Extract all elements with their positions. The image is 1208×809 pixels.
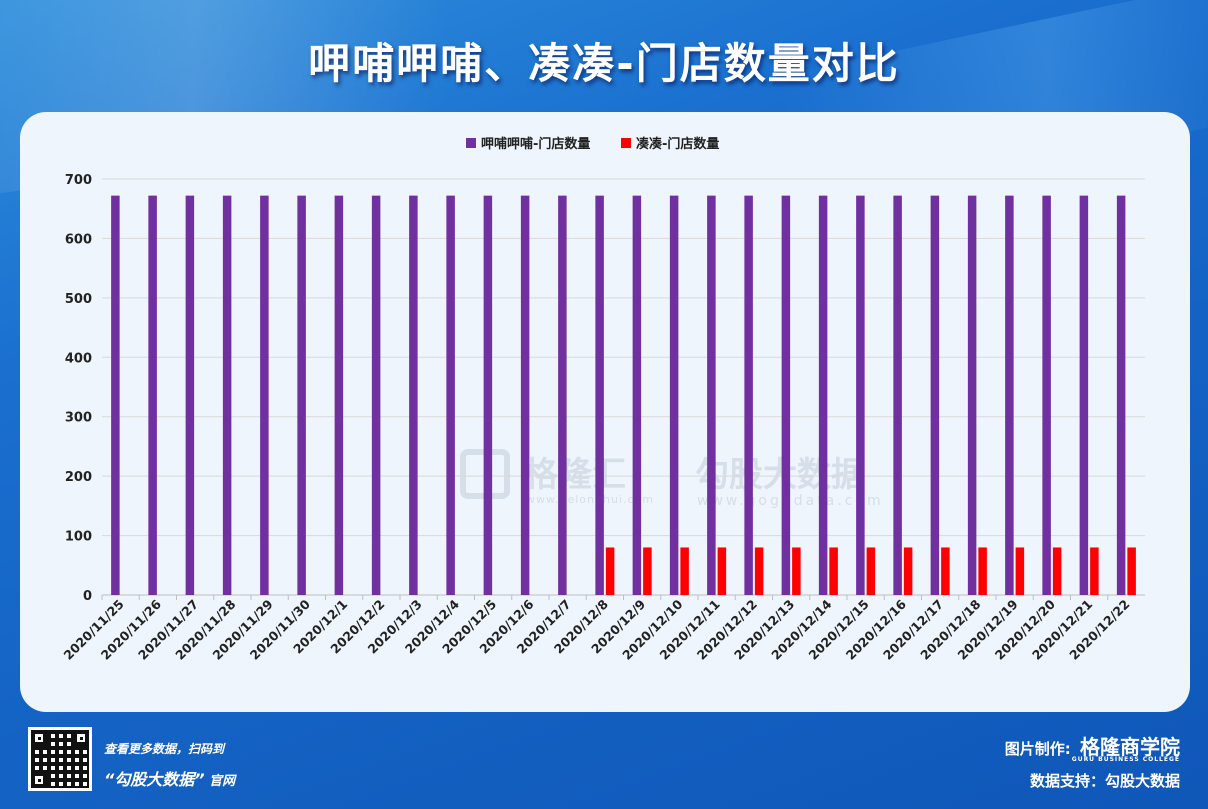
bar-series-1 (1116, 195, 1126, 595)
y-tick-label: 0 (83, 589, 92, 604)
bar-series-2 (680, 547, 689, 595)
bar-series-1 (222, 195, 232, 595)
bar-series-2 (829, 547, 838, 595)
bar-series-1 (1042, 195, 1051, 595)
bar-series-2 (1090, 547, 1099, 595)
bar-series-2 (1127, 547, 1136, 595)
bar-series-1 (744, 195, 753, 595)
bar-series-2 (643, 547, 652, 595)
y-tick-label: 100 (65, 530, 92, 545)
y-tick-label: 700 (65, 173, 92, 188)
bar-series-1 (297, 195, 306, 595)
bar-series-1 (409, 195, 418, 595)
bar-series-1 (595, 195, 604, 595)
bar-series-1 (148, 195, 157, 595)
footer-data-support: 数据支持：勾股大数据 (1029, 772, 1180, 790)
bar-series-1 (520, 195, 530, 595)
page-title: 呷哺呷哺、凑凑-门店数量对比 (308, 39, 900, 88)
bar-series-2 (754, 547, 764, 595)
bar-series-2 (792, 547, 801, 595)
y-tick-label: 200 (65, 470, 92, 485)
bar-series-1 (446, 195, 455, 595)
footer-made-by: 图片制作: 格隆商学院 GURU BUSINESS COLLEGE (1004, 731, 1180, 763)
footer-site-brand: “勾股大数据” (104, 770, 205, 789)
bar-series-1 (856, 195, 865, 595)
bar-series-2 (941, 547, 950, 595)
bar-series-1 (371, 195, 381, 595)
bar-series-1 (781, 195, 791, 595)
bar-series-1 (818, 195, 828, 595)
bar-series-1 (669, 195, 679, 595)
chart-panel: 格隆汇 www.gelonghui.com 勾股大数据 www.gogudata… (20, 112, 1190, 712)
bar-series-1 (707, 195, 716, 595)
footer-site-suffix: 官网 (209, 774, 236, 789)
y-tick-label: 300 (65, 411, 92, 426)
bar-series-1 (930, 195, 940, 595)
legend-label: 凑凑-门店数量 (636, 136, 719, 152)
bar-series-1 (334, 195, 344, 595)
bar-series-1 (483, 195, 493, 595)
legend-swatch (466, 138, 476, 148)
legend-swatch (621, 138, 631, 148)
y-tick-label: 600 (65, 232, 92, 247)
bar-series-1 (893, 195, 902, 595)
footer-made-by-brand-sub: GURU BUSINESS COLLEGE (1071, 756, 1180, 763)
bar-series-2 (1052, 547, 1062, 595)
footer-site-text: “勾股大数据” 官网 (104, 766, 235, 790)
bar-series-1 (967, 195, 977, 595)
legend-label: 呷哺呷哺-门店数量 (481, 136, 590, 152)
bar-series-1 (1005, 195, 1014, 595)
y-tick-label: 400 (65, 351, 92, 366)
bar-chart: 01002003004005006007002020/11/252020/11/… (60, 136, 1145, 663)
bar-series-2 (903, 547, 913, 595)
bar-series-1 (632, 195, 642, 595)
bar-series-1 (558, 195, 567, 595)
qr-code-icon (28, 727, 92, 791)
bar-series-1 (111, 195, 120, 595)
bar-series-1 (185, 195, 195, 595)
footer-made-by-label: 图片制作: (1004, 740, 1071, 758)
bar-series-1 (1079, 195, 1089, 595)
bar-series-2 (1015, 547, 1025, 595)
bar-series-2 (605, 547, 615, 595)
bar-series-2 (866, 547, 876, 595)
footer-scan-text: 查看更多数据，扫码到 (104, 742, 225, 756)
y-tick-label: 500 (65, 292, 92, 307)
bar-series-2 (717, 547, 727, 595)
bar-series-1 (260, 195, 269, 595)
bar-series-2 (978, 547, 987, 595)
footer-made-by-brand: 格隆商学院 (1080, 735, 1180, 759)
